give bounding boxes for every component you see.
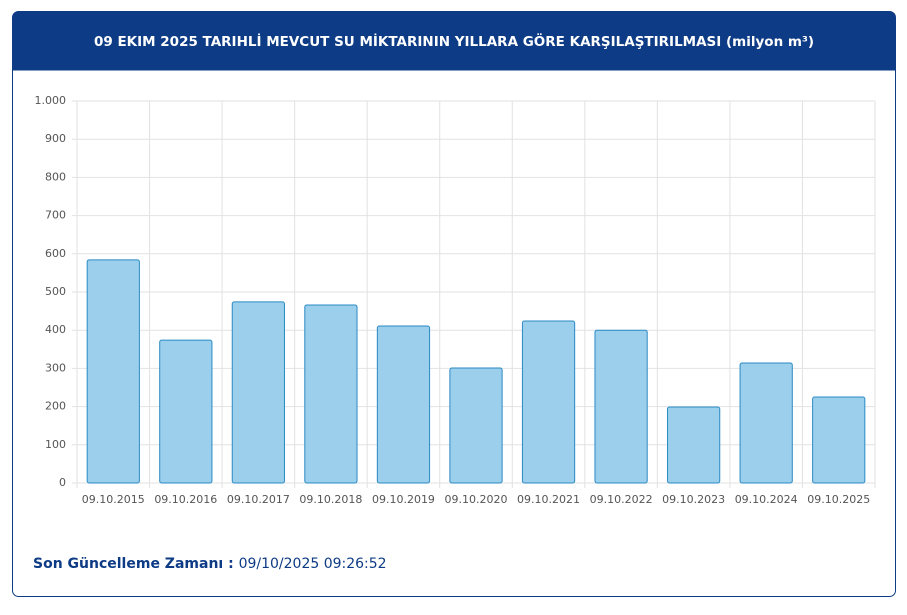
x-tick-label: 09.10.2018 (299, 493, 362, 506)
bar (739, 362, 793, 484)
footer-time: 09/10/2025 09:26:52 (239, 556, 387, 572)
y-tick-label: 0 (59, 476, 66, 489)
y-tick-label: 800 (45, 170, 66, 183)
bar (159, 339, 213, 484)
bar (86, 259, 140, 484)
bar (304, 304, 358, 484)
footer-label: Son Güncelleme Zamanı : 09/10/2025 09:26… (33, 556, 387, 572)
x-tick-label: 09.10.2019 (372, 493, 435, 506)
y-tick-label: 100 (45, 438, 66, 451)
x-tick-label: 09.10.2025 (807, 493, 870, 506)
bar (231, 301, 285, 484)
x-tick-label: 09.10.2020 (445, 493, 508, 506)
y-tick-label: 400 (45, 323, 66, 336)
bar (594, 329, 648, 484)
footer-label-text: Son Güncelleme Zamanı : (33, 556, 234, 572)
y-tick-label: 500 (45, 285, 66, 298)
x-tick-label: 09.10.2017 (227, 493, 290, 506)
bar (449, 367, 503, 484)
bar (667, 406, 721, 484)
chart-title: 09 EKIM 2025 TARIHLİ MEVCUT SU MİKTARINI… (94, 32, 814, 50)
x-tick-label: 09.10.2023 (662, 493, 725, 506)
x-tick-label: 09.10.2024 (735, 493, 798, 506)
y-tick-label: 900 (45, 132, 66, 145)
x-tick-label: 09.10.2016 (154, 493, 217, 506)
y-tick-label: 600 (45, 247, 66, 260)
y-tick-label: 1.000 (35, 94, 67, 107)
x-tick-label: 09.10.2015 (82, 493, 145, 506)
y-tick-label: 300 (45, 361, 66, 374)
x-tick-label: 09.10.2021 (517, 493, 580, 506)
y-tick-label: 700 (45, 209, 66, 222)
y-tick-label: 200 (45, 400, 66, 413)
bar (376, 325, 431, 484)
card (12, 11, 896, 597)
bar (812, 396, 866, 484)
header (12, 11, 896, 71)
x-tick-label: 09.10.2022 (590, 493, 653, 506)
bar (521, 320, 576, 484)
